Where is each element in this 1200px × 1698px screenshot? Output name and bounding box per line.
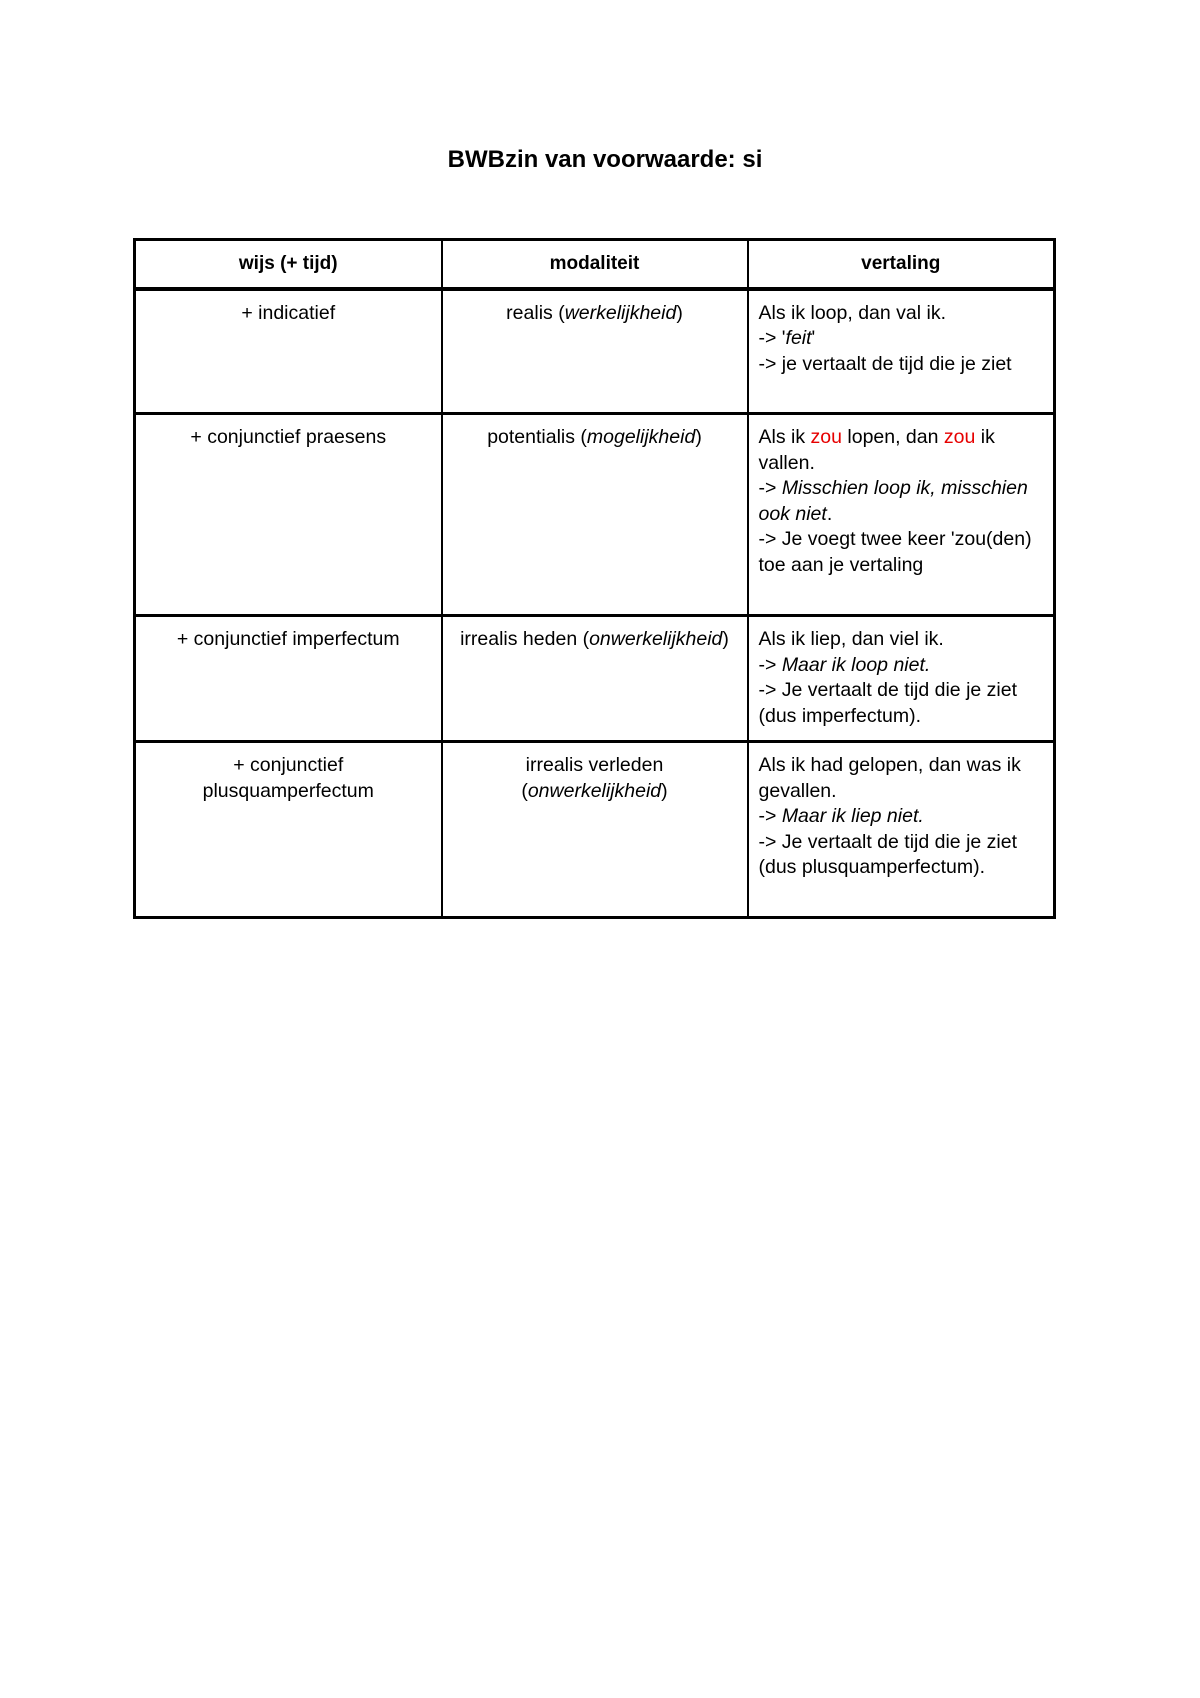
cell-wijs: + conjunctief imperfectum <box>133 614 443 743</box>
header-row: wijs (+ tijd) modaliteit vertaling <box>133 238 1056 291</box>
cell-modaliteit: potentialis (mogelijkheid) <box>440 412 749 617</box>
cell-vertaling: Als ik had gelopen, dan was ik gevallen.… <box>746 740 1056 919</box>
header-modaliteit: modaliteit <box>440 238 749 291</box>
table-row: + conjunctief plusquamperfectum irrealis… <box>133 740 1056 919</box>
cell-wijs: + conjunctief praesens <box>133 412 443 617</box>
table-row: + conjunctief praesens potentialis (moge… <box>133 412 1056 617</box>
table-row: + indicatief realis (werkelijkheid) Als … <box>133 287 1056 415</box>
cell-wijs: + conjunctief plusquamperfectum <box>133 740 443 919</box>
table-row: + conjunctief imperfectum irrealis heden… <box>133 614 1056 743</box>
header-wijs: wijs (+ tijd) <box>133 238 443 291</box>
cell-vertaling: Als ik liep, dan viel ik. -> Maar ik loo… <box>746 614 1056 743</box>
cell-modaliteit: irrealis verleden (onwerkelijkheid) <box>440 740 749 919</box>
cell-modaliteit: irrealis heden (onwerkelijkheid) <box>440 614 749 743</box>
conditional-table: wijs (+ tijd) modaliteit vertaling + ind… <box>133 238 1056 919</box>
cell-wijs: + indicatief <box>133 287 443 415</box>
header-vertaling: vertaling <box>746 238 1056 291</box>
cell-modaliteit: realis (werkelijkheid) <box>440 287 749 415</box>
page-title: BWBzin van voorwaarde: si <box>447 146 763 173</box>
cell-vertaling: Als ik zou lopen, dan zou ik vallen. -> … <box>746 412 1056 617</box>
cell-vertaling: Als ik loop, dan val ik. -> 'feit' -> je… <box>746 287 1056 415</box>
